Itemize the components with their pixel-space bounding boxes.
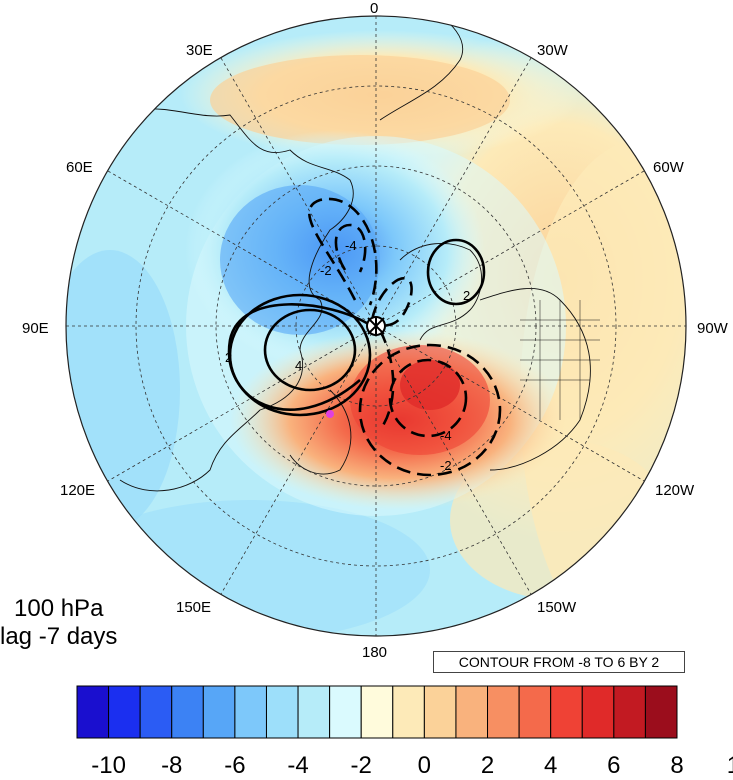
contour-label: -2 bbox=[440, 458, 452, 473]
colorbar-swatch bbox=[265, 685, 299, 739]
colorbar-swatch bbox=[76, 685, 110, 739]
contour-labels: -4 -2 2 4 -2 -4 2 bbox=[225, 238, 470, 473]
contour-info-box: CONTOUR FROM -8 TO 6 BY 2 bbox=[433, 651, 685, 673]
lon-label-120w: 120W bbox=[655, 482, 695, 499]
lon-label-0: 0 bbox=[370, 0, 379, 17]
colorbar-swatch bbox=[581, 685, 615, 739]
location-marker bbox=[326, 410, 334, 418]
graticule bbox=[66, 16, 686, 636]
colorbar-tick-label: 4 bbox=[543, 752, 558, 779]
colorbar-swatch bbox=[108, 685, 141, 739]
lon-label-30e: 30E bbox=[186, 42, 213, 59]
lon-label-30w: 30W bbox=[537, 42, 568, 59]
colorbar-swatch bbox=[423, 685, 457, 739]
lon-label-60e: 60E bbox=[66, 159, 93, 176]
colorbar-tick-label: 6 bbox=[607, 752, 621, 779]
colorbar-swatch bbox=[455, 685, 489, 739]
colorbar-tick-label: -6 bbox=[224, 752, 246, 779]
colorbar-tick-label: -4 bbox=[287, 752, 309, 779]
lon-label-120e: 120E bbox=[60, 482, 96, 499]
colorbar-swatch bbox=[139, 685, 173, 739]
lon-label-60w: 60W bbox=[653, 159, 684, 176]
contour-label: 4 bbox=[295, 358, 302, 373]
lon-label-150e: 150E bbox=[176, 599, 212, 616]
colorbar-tick-label: -8 bbox=[161, 752, 183, 779]
map-border bbox=[65, 15, 687, 637]
colorbar-swatch bbox=[487, 685, 520, 739]
contour-label: 2 bbox=[225, 350, 232, 365]
colorbar-tick-label: -2 bbox=[350, 752, 372, 779]
colorbar-tick-label: -10 bbox=[91, 752, 126, 779]
colorbar-swatch bbox=[297, 685, 331, 739]
contours bbox=[227, 197, 502, 477]
colorbar-swatch bbox=[234, 685, 267, 739]
colorbar-swatch bbox=[644, 685, 678, 739]
colorbar-swatch bbox=[171, 685, 204, 739]
lon-label-90e: 90E bbox=[22, 320, 49, 337]
shaded-field bbox=[66, 16, 686, 636]
colorbar-tick-label: 2 bbox=[480, 752, 495, 779]
contour-label: -4 bbox=[345, 238, 357, 253]
level-label: 100 hPa bbox=[14, 595, 104, 622]
colorbar-swatch bbox=[360, 685, 394, 739]
colorbar-tick-label: 0 bbox=[417, 752, 432, 779]
colorbar-swatch bbox=[329, 685, 362, 739]
lon-label-90w: 90W bbox=[697, 320, 728, 337]
contour-label: -4 bbox=[440, 428, 452, 443]
colorbar-swatch bbox=[550, 685, 583, 739]
colorbar bbox=[76, 685, 678, 739]
colorbar-swatch bbox=[613, 685, 646, 739]
colorbar-swatch bbox=[392, 685, 425, 739]
colorbar-swatch bbox=[202, 685, 236, 739]
lag-label: lag -7 days bbox=[0, 623, 118, 650]
lon-label-150w: 150W bbox=[537, 599, 577, 616]
colorbar-swatch bbox=[518, 685, 552, 739]
lon-label-180: 180 bbox=[362, 644, 388, 661]
contour-label: 2 bbox=[463, 288, 470, 303]
colorbar-tick-label: 10 bbox=[727, 752, 733, 780]
colorbar-tick-label: 8 bbox=[670, 752, 684, 779]
contour-label: -2 bbox=[320, 263, 332, 278]
pole-marker bbox=[366, 316, 386, 336]
